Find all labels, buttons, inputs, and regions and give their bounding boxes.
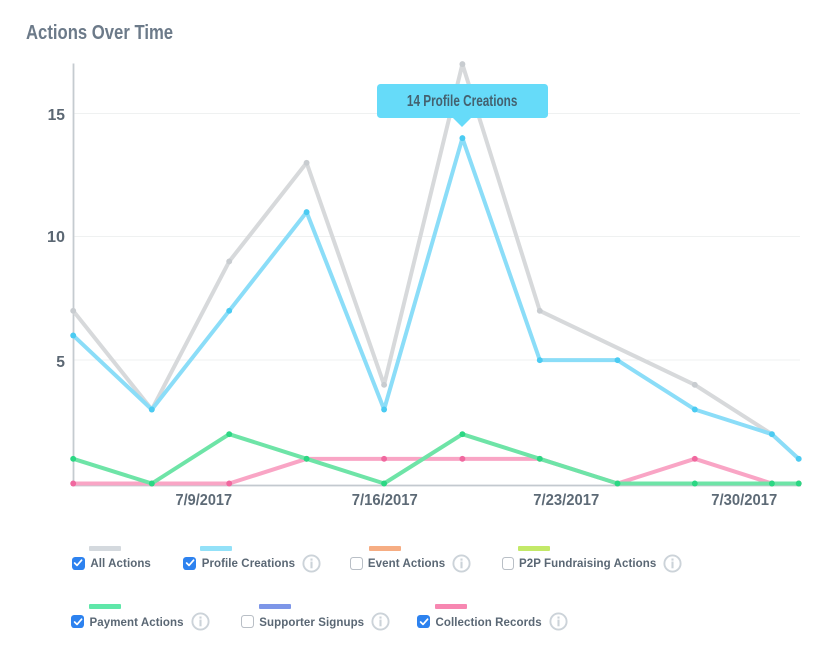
svg-text:7/16/2017: 7/16/2017: [352, 492, 418, 509]
svg-text:15: 15: [48, 107, 65, 124]
svg-text:7/9/2017: 7/9/2017: [176, 492, 233, 509]
svg-text:7/30/2017: 7/30/2017: [711, 492, 777, 509]
svg-text:10: 10: [47, 229, 65, 246]
svg-text:5: 5: [56, 354, 65, 371]
svg-text:7/23/2017: 7/23/2017: [533, 492, 599, 509]
